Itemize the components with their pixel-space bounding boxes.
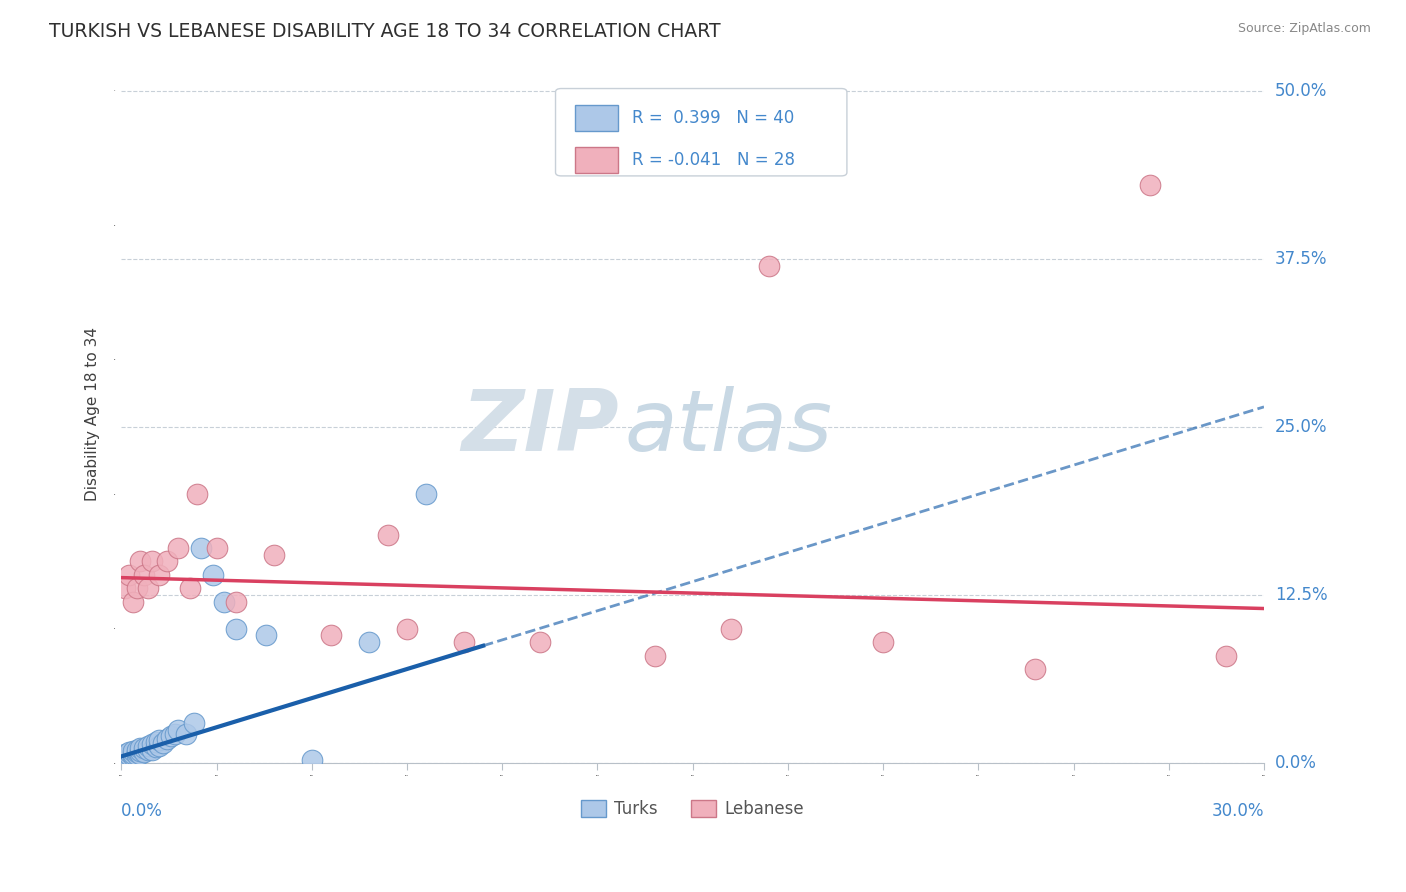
Point <box>114 749 136 764</box>
Point <box>453 635 475 649</box>
Point <box>114 747 136 761</box>
Text: 12.5%: 12.5% <box>1275 586 1327 604</box>
Point <box>644 648 666 663</box>
Point <box>141 742 163 756</box>
Point <box>121 595 143 609</box>
Text: R = -0.041   N = 28: R = -0.041 N = 28 <box>633 151 794 169</box>
Point <box>205 541 228 555</box>
Point <box>301 754 323 768</box>
Point <box>758 259 780 273</box>
Point <box>225 595 247 609</box>
Point <box>118 568 141 582</box>
Point <box>156 731 179 746</box>
Point <box>529 635 551 649</box>
Point <box>148 733 170 747</box>
Point <box>159 729 181 743</box>
Point <box>190 541 212 555</box>
Point <box>1139 178 1161 192</box>
Point <box>134 741 156 756</box>
Point <box>134 568 156 582</box>
Text: 30.0%: 30.0% <box>1212 802 1264 820</box>
Point <box>121 749 143 764</box>
Point <box>145 734 167 748</box>
Point <box>263 548 285 562</box>
Point <box>145 739 167 754</box>
Text: 50.0%: 50.0% <box>1275 82 1327 100</box>
FancyBboxPatch shape <box>575 104 619 131</box>
Point <box>125 582 148 596</box>
FancyBboxPatch shape <box>575 146 619 173</box>
Point <box>129 747 152 761</box>
Text: Source: ZipAtlas.com: Source: ZipAtlas.com <box>1237 22 1371 36</box>
Point <box>212 595 235 609</box>
Point <box>125 747 148 762</box>
Point <box>125 742 148 756</box>
Point <box>118 747 141 762</box>
Text: R =  0.399   N = 40: R = 0.399 N = 40 <box>633 109 794 127</box>
Point <box>129 744 152 758</box>
Text: ZIP: ZIP <box>461 386 619 469</box>
Point <box>125 745 148 759</box>
Point <box>134 745 156 759</box>
Text: 0.0%: 0.0% <box>1275 754 1317 772</box>
Point <box>136 739 159 753</box>
Point <box>186 487 208 501</box>
Point <box>114 752 136 766</box>
Point <box>148 739 170 753</box>
Point <box>254 628 277 642</box>
Point <box>395 622 418 636</box>
FancyBboxPatch shape <box>555 88 846 176</box>
Point <box>1024 662 1046 676</box>
Point <box>136 742 159 756</box>
Point <box>377 527 399 541</box>
Point <box>148 568 170 582</box>
Point <box>118 750 141 764</box>
Point <box>129 554 152 568</box>
Point <box>167 541 190 555</box>
Point <box>201 568 224 582</box>
Point <box>156 554 179 568</box>
Point <box>183 715 205 730</box>
Text: 0.0%: 0.0% <box>121 802 163 820</box>
Point <box>121 747 143 761</box>
Point <box>118 745 141 759</box>
Point <box>163 726 186 740</box>
Point <box>174 726 197 740</box>
Point <box>167 723 190 737</box>
Text: 37.5%: 37.5% <box>1275 250 1327 268</box>
Point <box>225 622 247 636</box>
Point <box>415 487 437 501</box>
Text: atlas: atlas <box>624 386 832 469</box>
Point <box>1215 648 1237 663</box>
Point <box>179 582 201 596</box>
Legend: Turks, Lebanese: Turks, Lebanese <box>575 793 811 825</box>
Point <box>720 622 742 636</box>
Text: 25.0%: 25.0% <box>1275 418 1327 436</box>
Text: TURKISH VS LEBANESE DISABILITY AGE 18 TO 34 CORRELATION CHART: TURKISH VS LEBANESE DISABILITY AGE 18 TO… <box>49 22 721 41</box>
Point <box>141 737 163 751</box>
Y-axis label: Disability Age 18 to 34: Disability Age 18 to 34 <box>86 326 100 500</box>
Point <box>136 582 159 596</box>
Point <box>357 635 380 649</box>
Point <box>129 741 152 756</box>
Point <box>141 554 163 568</box>
Point <box>872 635 894 649</box>
Point <box>319 628 342 642</box>
Point <box>114 582 136 596</box>
Point <box>121 744 143 758</box>
Point <box>152 736 174 750</box>
